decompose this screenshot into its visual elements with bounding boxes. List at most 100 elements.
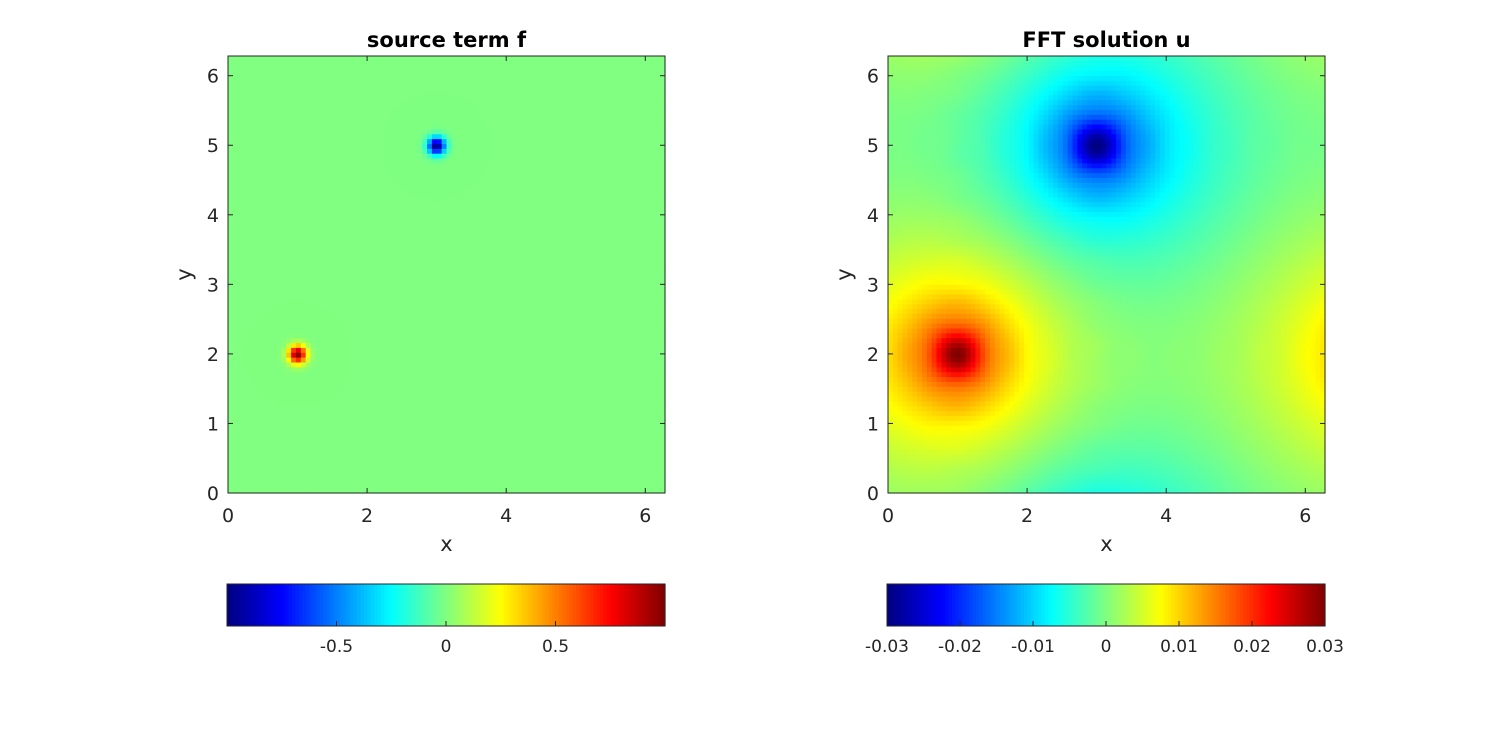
heatmap-cell (446, 269, 452, 276)
heatmap-cell (407, 245, 414, 251)
heatmap-cell (359, 99, 365, 106)
heatmap-cell (436, 133, 443, 140)
heatmap-cell (383, 410, 389, 416)
heatmap-cell (490, 157, 496, 164)
heatmap-cell (388, 405, 394, 412)
heatmap-cell (465, 196, 472, 203)
heatmap-cell (461, 211, 467, 217)
heatmap-cell (490, 109, 496, 115)
heatmap-cell (422, 245, 428, 251)
heatmap-cell (470, 352, 477, 358)
heatmap-cell (300, 56, 307, 62)
heatmap-cell (276, 468, 283, 475)
heatmap-cell (276, 483, 283, 489)
heatmap-cell (475, 391, 482, 397)
heatmap-cell (286, 308, 292, 314)
heatmap-cell (490, 308, 496, 314)
heatmap-cell (451, 187, 457, 193)
heatmap-cell (276, 123, 283, 130)
heatmap-cell (257, 172, 263, 178)
heatmap-cell (363, 454, 370, 460)
heatmap-cell (310, 172, 316, 178)
heatmap-cell (446, 114, 452, 120)
heatmap-cell (354, 89, 360, 96)
heatmap-cell (446, 157, 452, 164)
heatmap-cell (286, 405, 292, 412)
heatmap-cell (349, 182, 355, 188)
heatmap-cell (490, 187, 496, 193)
heatmap-cell (436, 415, 443, 421)
heatmap-cell (354, 337, 360, 344)
heatmap-cell (446, 240, 452, 246)
heatmap-cell (417, 235, 423, 242)
heatmap-cell (456, 216, 462, 222)
heatmap-cell (349, 395, 355, 402)
heatmap-cell (344, 216, 350, 222)
heatmap-cell (310, 80, 316, 86)
heatmap-cell (242, 65, 249, 72)
heatmap-cell (470, 85, 477, 91)
heatmap-cell (368, 313, 375, 319)
heatmap-cell (354, 148, 360, 154)
heatmap-cell (402, 245, 409, 251)
heatmap-cell (407, 478, 414, 484)
heatmap-cell (441, 366, 448, 373)
heatmap-cell (446, 138, 452, 144)
heatmap-cell (368, 250, 375, 256)
heatmap-cell (378, 454, 384, 460)
heatmap-cell (456, 429, 462, 436)
heatmap-cell (412, 172, 418, 178)
heatmap-cell (407, 483, 414, 489)
heatmap-cell (388, 235, 394, 242)
heatmap-cell (363, 366, 370, 373)
heatmap-cell (334, 425, 341, 431)
heatmap-cell (397, 157, 404, 164)
heatmap-cell (266, 250, 273, 256)
heatmap-cell (490, 429, 496, 436)
heatmap-cell (325, 153, 331, 159)
heatmap-cell (237, 235, 244, 242)
heatmap-cell (373, 488, 380, 494)
heatmap-cell (451, 225, 457, 232)
heatmap-cell (276, 191, 283, 198)
heatmap-cell (315, 381, 321, 387)
heatmap-cell (329, 80, 336, 86)
heatmap-cell (422, 420, 428, 426)
heatmap-cell (329, 264, 336, 271)
heatmap-cell (349, 167, 355, 174)
heatmap-cell (247, 70, 253, 77)
heatmap-cell (470, 449, 477, 455)
heatmap-cell (354, 114, 360, 120)
heatmap-cell (305, 468, 312, 475)
heatmap-cell (383, 240, 389, 246)
heatmap-cell (247, 444, 253, 450)
heatmap-cell (261, 138, 268, 144)
heatmap-cell (373, 308, 380, 314)
heatmap-cell (373, 444, 380, 450)
heatmap-cell (456, 386, 462, 392)
heatmap-cell (485, 293, 491, 300)
heatmap-cell (237, 352, 244, 358)
heatmap-cell (412, 196, 418, 203)
heatmap-cell (344, 148, 350, 154)
heatmap-cell (422, 119, 428, 125)
heatmap-cell (334, 478, 341, 484)
heatmap-cell (305, 386, 312, 392)
heatmap-cell (363, 468, 370, 475)
heatmap-cell (228, 366, 234, 373)
heatmap-cell (334, 201, 341, 208)
heatmap-cell (359, 216, 365, 222)
heatmap-cell (344, 65, 350, 72)
heatmap-cell (470, 405, 477, 412)
heatmap-cell (237, 371, 244, 378)
heatmap-cell (495, 357, 501, 363)
heatmap-cell (373, 123, 380, 130)
heatmap-cell (276, 298, 283, 305)
heatmap-cell (242, 473, 249, 480)
heatmap-cell (305, 133, 312, 140)
heatmap-cell (383, 434, 389, 441)
heatmap-cell (305, 157, 312, 164)
heatmap-cell (300, 182, 307, 188)
heatmap-cell (295, 439, 302, 446)
heatmap-cell (276, 332, 283, 339)
